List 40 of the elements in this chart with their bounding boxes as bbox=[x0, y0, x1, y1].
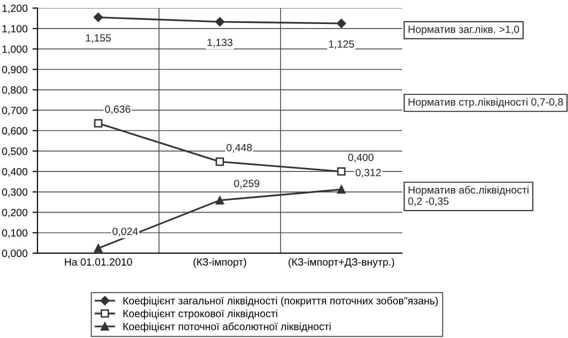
point bbox=[216, 158, 224, 166]
point bbox=[337, 185, 346, 194]
y-tick-label: 0,400 bbox=[2, 168, 28, 177]
point bbox=[94, 244, 102, 252]
y-tick-label: 0,300 bbox=[2, 188, 28, 198]
x-tick-label: На 01.01.2010 bbox=[64, 258, 132, 266]
text: Норматив абс.ліквідності 0,2 -0,35 bbox=[408, 186, 528, 206]
y-tick-label: 0,100 bbox=[2, 229, 28, 238]
data-label: 0,400 bbox=[348, 154, 374, 162]
text: Норматив заг.лікв. >1,0 bbox=[408, 25, 520, 36]
y-tick-label: 0,600 bbox=[2, 127, 28, 136]
text: Норматив стр.ліквідності 0,7-0,8 bbox=[408, 98, 563, 108]
y-tick-label: 0,200 bbox=[2, 208, 28, 218]
data-label: 0,024 bbox=[112, 228, 138, 236]
y-tick-label: 0,000 bbox=[2, 250, 28, 258]
y-tick-label: 1,200 bbox=[2, 4, 28, 14]
x-tick-label: (КЗ-імпорт+ДЗ-внутр.) bbox=[288, 258, 394, 268]
x-tick-label: (КЗ-імпорт) bbox=[194, 258, 246, 268]
point bbox=[337, 167, 346, 176]
legend-label: Коефіцієнт строкової ліквідності bbox=[123, 310, 278, 320]
point bbox=[215, 17, 224, 26]
y-tick-label: 0,800 bbox=[2, 86, 28, 95]
y-tick-label: 0,700 bbox=[2, 106, 28, 116]
y-tick-label: 0,500 bbox=[2, 148, 28, 156]
data-label: 0,312 bbox=[356, 168, 381, 178]
data-label: 1,125 bbox=[329, 40, 354, 49]
legend-label: Коефіцієнт загальної ліквідності (покриття поточних зобов"язань) bbox=[123, 296, 438, 306]
data-label: 0,259 bbox=[234, 180, 260, 188]
point bbox=[94, 119, 102, 128]
y-tick-label: 1,100 bbox=[2, 25, 28, 34]
y-tick-label: 1,000 bbox=[2, 45, 28, 54]
point bbox=[216, 196, 224, 204]
point bbox=[336, 18, 346, 28]
y-tick-label: 0,900 bbox=[2, 66, 28, 74]
data-label: 0,448 bbox=[226, 144, 252, 153]
data-label: 0,636 bbox=[105, 106, 130, 114]
data-label: 1,155 bbox=[86, 34, 111, 43]
data-label: 1,133 bbox=[208, 38, 232, 48]
point bbox=[94, 12, 103, 22]
legend-label: Коефіцієнт поточної абсолютної ліквідності bbox=[123, 322, 331, 332]
